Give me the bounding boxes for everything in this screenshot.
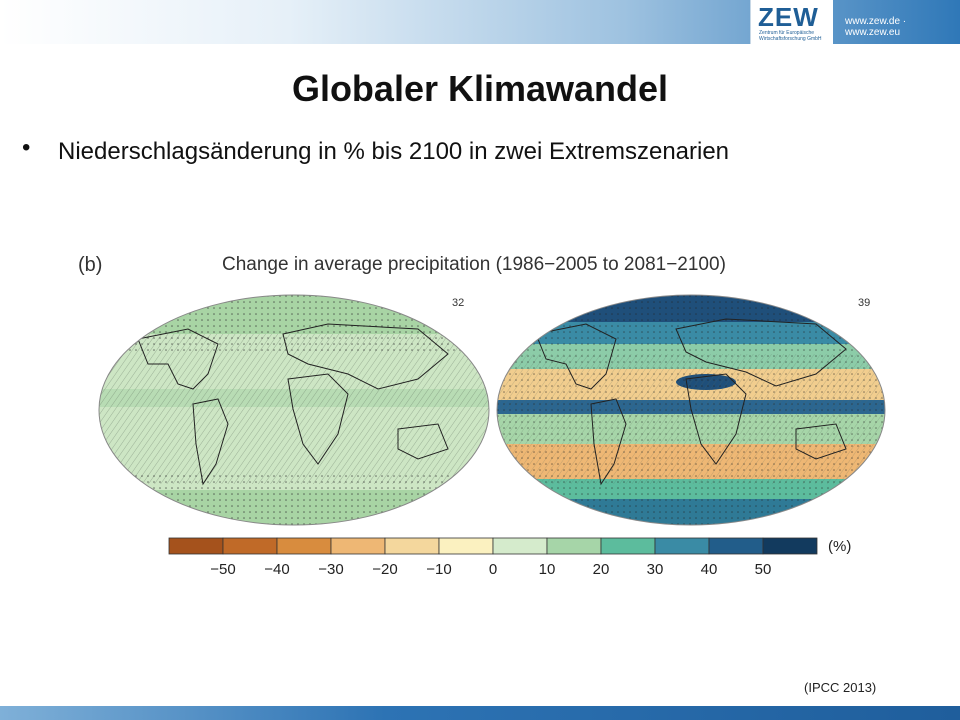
colorbar-segment bbox=[546, 537, 602, 555]
colorbar-tick-label: 0 bbox=[488, 561, 498, 578]
colorbar-segment bbox=[384, 537, 440, 555]
logo-subtext: Zentrum für Europäische Wirtschaftsforsc… bbox=[759, 30, 822, 42]
header-url: www.zew.de · www.zew.eu bbox=[845, 16, 907, 38]
colorbar-segment bbox=[654, 537, 710, 555]
colorbar-tick-label: 10 bbox=[538, 561, 556, 578]
continent-outline bbox=[675, 318, 847, 387]
continent-outline bbox=[287, 373, 349, 465]
colorbar-tick-label: −50 bbox=[210, 561, 236, 578]
colorbar-tick-label: 50 bbox=[754, 561, 772, 578]
continent-outline bbox=[282, 323, 449, 390]
colorbar bbox=[168, 537, 818, 555]
continent-outline bbox=[192, 398, 229, 486]
zew-logo: ZEW Zentrum für Europäische Wirtschaftsf… bbox=[750, 0, 833, 44]
bottom-banner bbox=[0, 706, 960, 720]
slide-title: Globaler Klimawandel bbox=[291, 68, 669, 109]
colorbar-segment bbox=[708, 537, 764, 555]
right-map bbox=[496, 294, 886, 526]
figure-title: Change in average precipitation (1986−20… bbox=[222, 254, 726, 275]
colorbar-tick-label: 20 bbox=[592, 561, 610, 578]
colorbar-segment bbox=[600, 537, 656, 555]
colorbar-tick-label: −10 bbox=[426, 561, 452, 578]
bullet-text: Niederschlagsänderung in % bis 2100 in z… bbox=[58, 138, 730, 165]
continent-outline bbox=[137, 328, 219, 390]
logo-text: ZEW bbox=[758, 2, 819, 32]
colorbar-tick-label: −20 bbox=[372, 561, 398, 578]
colorbar-unit: (%) bbox=[828, 538, 852, 555]
bullet-icon: • bbox=[22, 134, 31, 161]
continent-outline bbox=[397, 423, 449, 460]
continent-outline bbox=[535, 323, 617, 390]
colorbar-tick-label: −30 bbox=[318, 561, 344, 578]
colorbar-segment bbox=[438, 537, 494, 555]
source-citation: (IPCC 2013) bbox=[804, 680, 877, 695]
colorbar-segment bbox=[222, 537, 278, 555]
continent-outline bbox=[795, 423, 847, 460]
left-map bbox=[98, 294, 490, 526]
continent-outline bbox=[685, 373, 747, 465]
colorbar-tick-label: 40 bbox=[700, 561, 718, 578]
colorbar-tick-label: −40 bbox=[264, 561, 290, 578]
colorbar-tick-label: 30 bbox=[646, 561, 664, 578]
continent-outline bbox=[590, 398, 627, 486]
panel-label: (b) bbox=[78, 254, 103, 276]
colorbar-segment bbox=[330, 537, 386, 555]
left-map-number: 32 bbox=[452, 297, 465, 309]
right-map-number: 39 bbox=[858, 297, 871, 309]
colorbar-segment bbox=[762, 537, 818, 555]
colorbar-segment bbox=[276, 537, 332, 555]
colorbar-segment bbox=[168, 537, 224, 555]
colorbar-segment bbox=[492, 537, 548, 555]
